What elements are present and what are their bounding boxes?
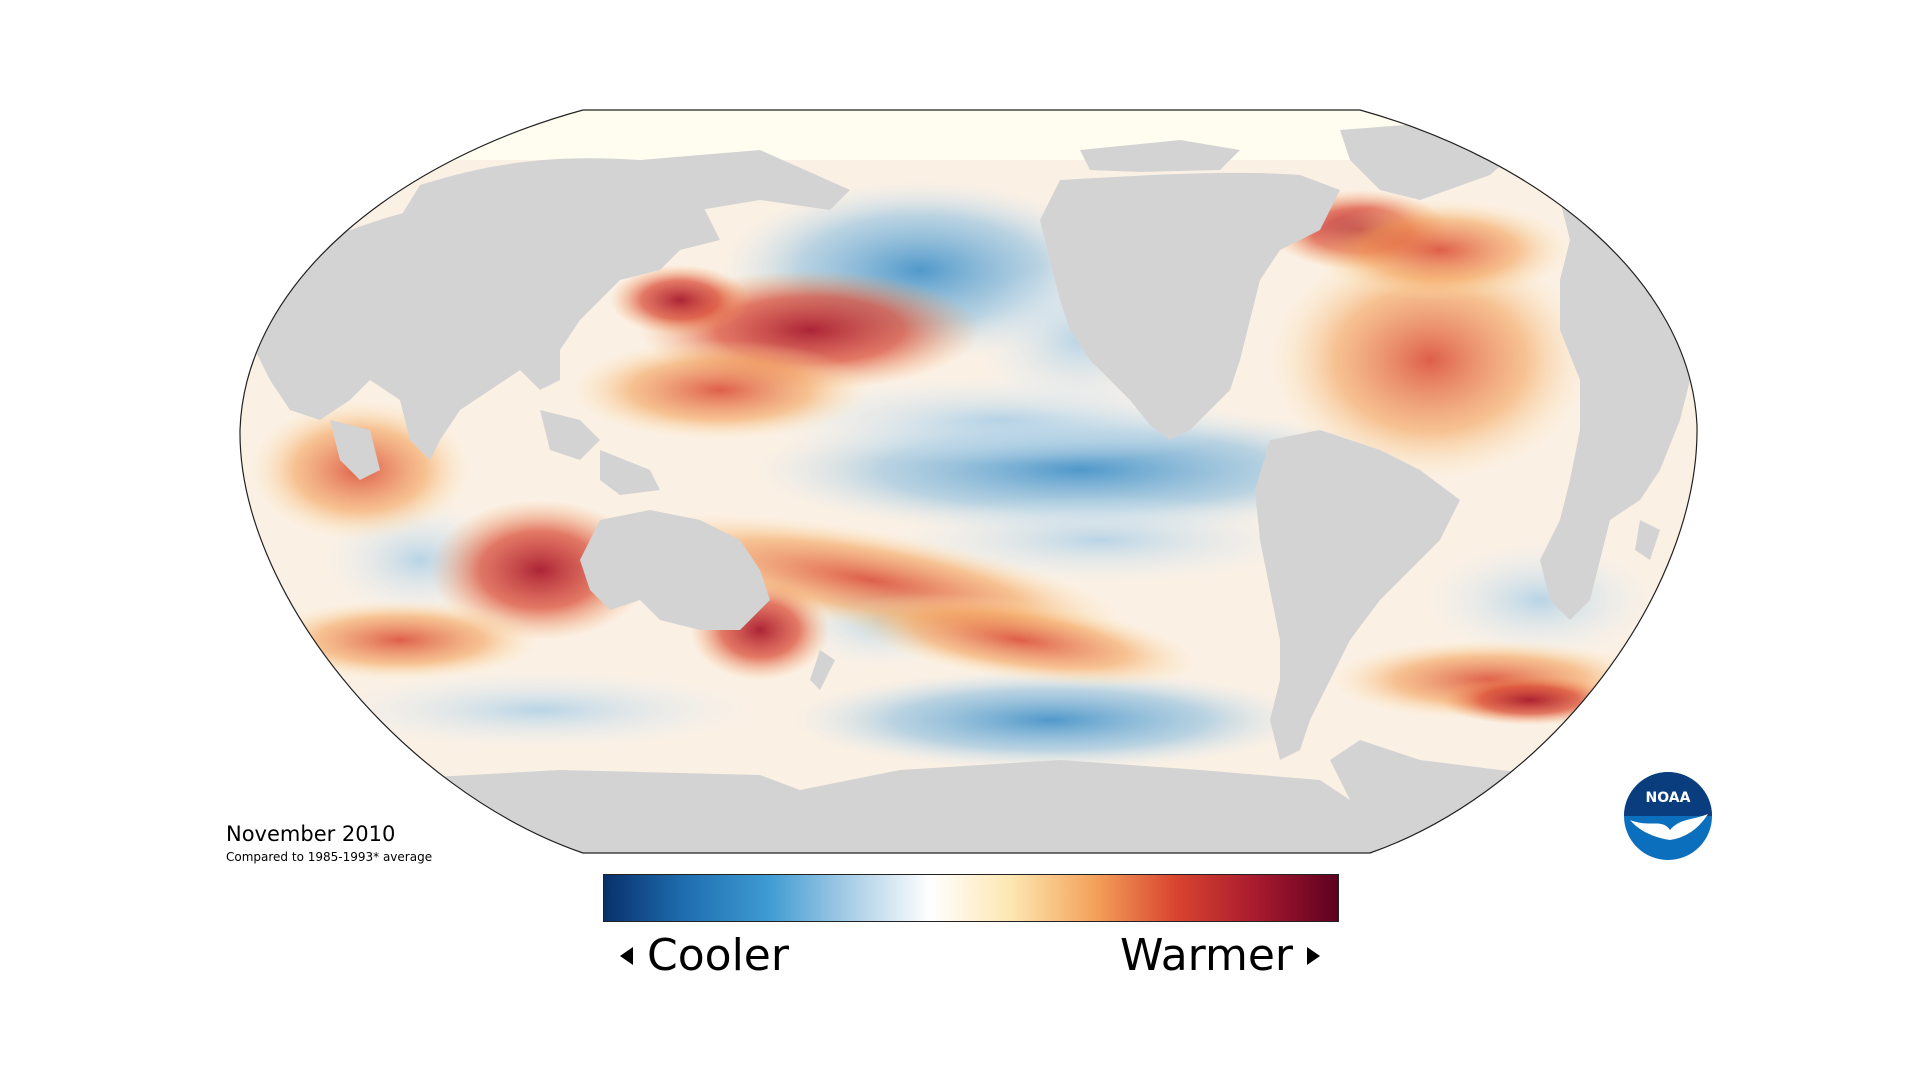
land-layer (239, 120, 1698, 853)
warmer-arrow-icon (1307, 946, 1320, 965)
map-subtitle: Compared to 1985-1993* average (226, 850, 433, 864)
temperature-colorbar (603, 874, 1339, 922)
noaa-logo-icon: NOAA (1624, 772, 1712, 860)
cooler-arrow-icon (620, 946, 633, 965)
noaa-logo-text: NOAA (1646, 790, 1691, 806)
map-title: November 2010 (226, 822, 396, 846)
globe-outline (239, 109, 1698, 854)
warmer-label: Warmer (1120, 930, 1293, 981)
ocean-anomaly-layer (239, 110, 1698, 853)
legend-cooler: Cooler (620, 930, 789, 981)
legend-warmer: Warmer (1120, 930, 1320, 981)
cooler-label: Cooler (647, 930, 789, 981)
